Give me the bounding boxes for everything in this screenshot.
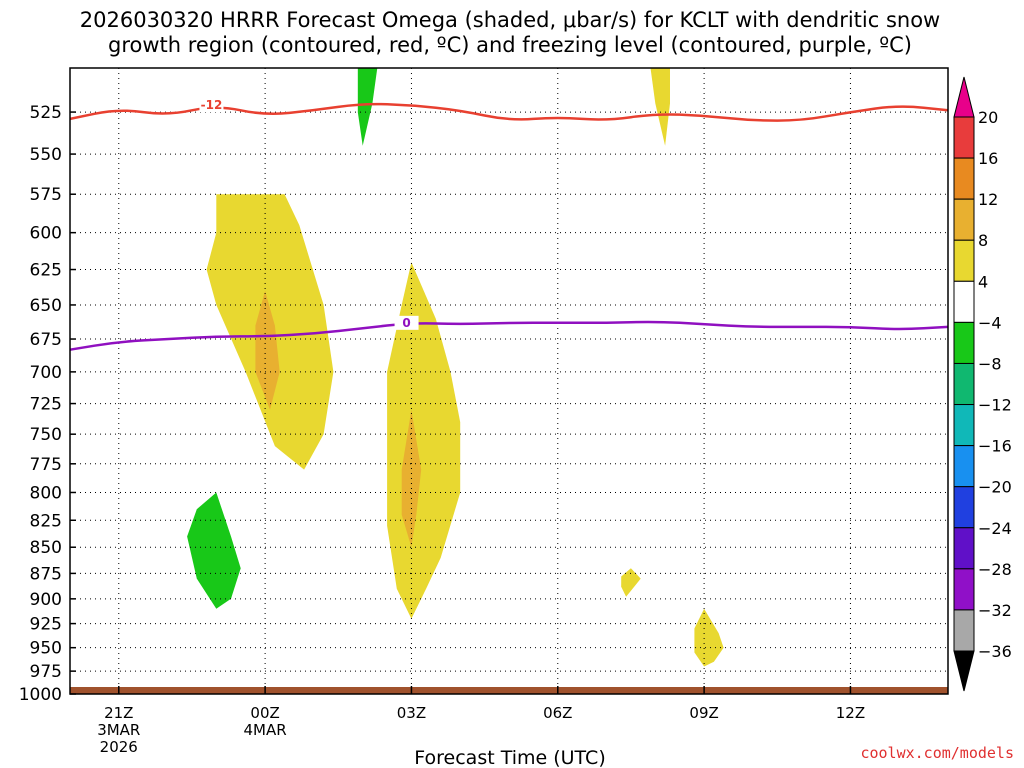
colorbar-level-label: −12: [978, 396, 1012, 415]
colorbar-swatch: [953, 321, 975, 364]
y-tick-label: 675: [30, 330, 62, 350]
colorbar-swatch: [953, 445, 975, 488]
x-tick-sublabel: 4MAR: [244, 721, 287, 739]
y-tick-label: 975: [30, 662, 62, 682]
y-tick-label: 575: [30, 185, 62, 205]
colorbar-swatch: [953, 568, 975, 611]
x-tick-label: 00Z: [250, 704, 279, 722]
omega-neg-b: [357, 68, 378, 146]
colorbar-level-label: −36: [978, 642, 1012, 661]
y-tick-label: 950: [30, 639, 62, 659]
omega-pos-4-8-d: [621, 568, 641, 597]
plot-frame: [69, 67, 949, 695]
colorbar-swatch: [953, 198, 975, 241]
colorbar-top-arrow: [953, 76, 975, 118]
y-axis-ticks: 525 550 575 600 625 650 675 700 725 750 775 800 825 8…: [19, 103, 76, 705]
chart-title-line1: 2026030320 HRRR Forecast Omega (shaded, …: [80, 8, 940, 32]
y-tick-label: 700: [30, 363, 62, 383]
x-tick-label: 21Z: [104, 704, 133, 722]
colorbar: 20 16 12 8 4 −4 −8 −12 −16 −20 −24 −28 −32 −36: [953, 76, 1012, 692]
colorbar-swatch: [953, 609, 975, 652]
y-tick-label: 825: [30, 511, 62, 531]
omega-pos-4-8-c: [650, 68, 670, 146]
colorbar-swatch: [953, 404, 975, 447]
colorbar-level-label: 16: [978, 149, 998, 168]
y-tick-label: 750: [30, 425, 62, 445]
y-tick-label: 875: [30, 564, 62, 584]
y-tick-label: 525: [30, 103, 62, 123]
y-tick-label: 650: [30, 296, 62, 316]
freezing-level-label-bg: [394, 315, 419, 330]
colorbar-level-label: −16: [978, 437, 1012, 456]
chart-title-line2: growth region (contoured, red, ºC) and f…: [108, 33, 912, 57]
omega-shading: [187, 68, 724, 667]
y-tick-label: 925: [30, 615, 62, 635]
x-tick-label: 03Z: [397, 704, 426, 722]
omega-pos-4-8-b: [387, 262, 461, 619]
colorbar-level-label: −8: [978, 354, 1002, 373]
colorbar-swatch: [953, 362, 975, 406]
y-tick-label: 800: [30, 483, 62, 503]
colorbar-level-label: −32: [978, 601, 1012, 620]
colorbar-level-label: 4: [978, 272, 988, 291]
x-tick-label: 12Z: [836, 704, 865, 722]
colorbar-swatch: [953, 527, 975, 570]
y-tick-label: 600: [30, 224, 62, 244]
x-tick-label: 06Z: [543, 704, 572, 722]
x-tick-label: 09Z: [689, 704, 718, 722]
y-tick-label: 900: [30, 590, 62, 610]
x-axis-label: Forecast Time (UTC): [414, 747, 605, 768]
colorbar-level-label: −24: [978, 519, 1012, 538]
colorbar-level-label: −4: [978, 313, 1002, 332]
dendritic-growth-label: -12: [201, 98, 223, 112]
colorbar-level-label: 8: [978, 231, 988, 250]
y-tick-label: 775: [30, 455, 62, 475]
colorbar-level-label: 12: [978, 190, 998, 209]
y-tick-label: 725: [30, 395, 62, 415]
colorbar-swatch: [953, 116, 975, 159]
colorbar-level-label: 20: [978, 108, 998, 127]
omega-pos-4-8-e: [694, 608, 724, 667]
colorbar-swatch: [953, 157, 975, 200]
y-tick-label: 625: [30, 261, 62, 281]
colorbar-level-label: −28: [978, 560, 1012, 579]
x-tick-sublabel: 3MAR: [97, 721, 140, 739]
colorbar-swatch: [953, 486, 975, 529]
contours: -12 0: [69, 98, 949, 351]
credit-text: coolwx.com/models: [860, 744, 1014, 762]
freezing-level-label: 0: [402, 316, 410, 330]
grid: [70, 68, 948, 694]
freezing-level-contour: [69, 320, 949, 351]
colorbar-swatch: [953, 239, 975, 282]
y-tick-label: 550: [30, 145, 62, 165]
dendritic-growth-label-bg: [199, 98, 224, 113]
ground-surface: [70, 687, 948, 694]
omega-pos-8-12-a: [255, 290, 280, 410]
colorbar-bottom-arrow: [953, 650, 975, 692]
colorbar-level-label: −20: [978, 478, 1012, 497]
omega-neg-a: [187, 492, 241, 609]
y-tick-label: 850: [30, 538, 62, 558]
x-tick-sublabel: 2026: [100, 738, 138, 756]
dendritic-growth-contour: [69, 102, 949, 122]
colorbar-swatch: [953, 280, 975, 323]
y-tick-label: 1000: [19, 685, 62, 705]
